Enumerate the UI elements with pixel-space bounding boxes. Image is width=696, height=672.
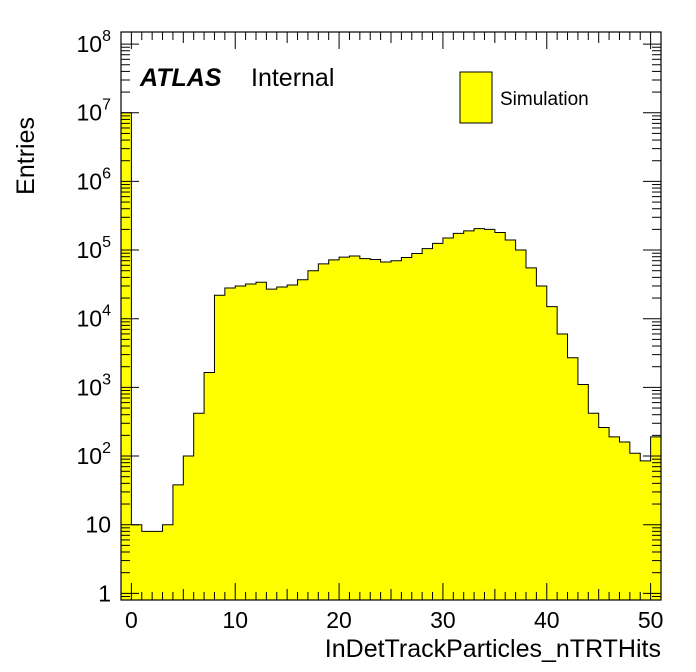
atlas-label: ATLAS: [139, 64, 222, 92]
x-tick-label: 50: [638, 607, 664, 633]
plot-frame: [120, 31, 662, 601]
y-tick-label: 106: [77, 165, 112, 194]
histogram-bar: [131, 524, 143, 600]
histogram-bar: [256, 282, 267, 600]
histogram-bar: [619, 442, 631, 600]
histogram-bar: [204, 372, 215, 600]
legend-label: Simulation: [500, 89, 589, 110]
histogram-bar: [650, 436, 662, 600]
histogram-bar: [515, 250, 527, 601]
y-tick-label: 103: [77, 371, 112, 400]
histogram-bar: [442, 237, 454, 601]
histogram-bar: [380, 262, 392, 600]
histogram-bar: [328, 259, 340, 600]
histogram-bar: [339, 257, 350, 600]
histogram-bar: [141, 531, 153, 600]
histogram-bar: [349, 255, 361, 600]
histogram-bar: [318, 263, 330, 600]
x-tick-label: 0: [125, 607, 138, 633]
x-tick-label: 30: [430, 607, 456, 633]
histogram-bar: [193, 413, 205, 600]
histogram-bar: [557, 333, 568, 600]
x-axis-title: InDetTrackParticles_nTRTHits: [325, 635, 661, 663]
histogram-bar: [577, 384, 589, 600]
histogram-bar: [609, 436, 620, 600]
histogram-bar: [453, 233, 465, 601]
y-tick-label: 1: [98, 580, 111, 606]
histogram-bar: [536, 285, 548, 600]
histogram-bar: [214, 295, 226, 600]
histogram-bar: [422, 248, 433, 600]
histogram-bar: [526, 267, 537, 600]
histogram-bar: [640, 460, 652, 600]
y-tick-label: 10: [85, 512, 111, 538]
y-tick-label: 107: [77, 97, 112, 126]
histogram-bar: [463, 230, 475, 600]
histogram-bar: [484, 229, 496, 600]
y-tick-label: 105: [77, 234, 112, 263]
histogram-bar: [276, 286, 288, 600]
histogram-bars: [121, 112, 662, 601]
histogram-bar: [567, 357, 579, 600]
histogram-bar: [370, 259, 382, 600]
x-axis-tick-labels: 0 10 20 30 40 50: [125, 607, 663, 633]
histogram-bar: [494, 232, 506, 600]
histogram-bar: [505, 240, 517, 600]
histogram-bar: [629, 453, 641, 600]
histogram-bar: [297, 279, 309, 600]
y-tick-label: 108: [77, 28, 112, 57]
x-tick-label: 40: [534, 607, 560, 633]
histogram-bar: [266, 289, 278, 600]
histogram-bar: [598, 427, 610, 600]
histogram-bar: [152, 531, 163, 600]
histogram-bar: [546, 306, 558, 600]
y-axis-title: Entries: [12, 117, 40, 195]
histogram-bar: [121, 112, 132, 600]
histogram-bar: [359, 258, 371, 600]
histogram-bar: [432, 243, 444, 601]
histogram-bar: [474, 228, 485, 601]
x-axis-ticks: [120, 32, 662, 600]
histogram-bar: [588, 413, 600, 600]
histogram-outline: [121, 112, 662, 600]
internal-label: Internal: [251, 64, 334, 92]
y-axis-tick-labels: 1 10 102 103 104 105 106 107 108: [77, 28, 112, 606]
histogram-bar: [245, 284, 257, 600]
histogram-bar: [287, 284, 298, 600]
y-tick-label: 102: [77, 440, 112, 469]
histogram-bar: [307, 270, 319, 600]
histogram-bar: [172, 484, 184, 600]
histogram-bar: [183, 456, 195, 600]
y-tick-label: 104: [77, 303, 112, 332]
x-tick-label: 20: [326, 607, 352, 633]
histogram-bar: [411, 253, 423, 601]
histogram-bar: [235, 285, 247, 600]
legend-swatch: [459, 71, 493, 124]
x-tick-label: 10: [222, 607, 248, 633]
histogram-bar: [391, 260, 402, 600]
histogram-bar: [224, 288, 236, 600]
histogram-bar: [162, 524, 174, 600]
histogram-bar: [401, 257, 413, 600]
